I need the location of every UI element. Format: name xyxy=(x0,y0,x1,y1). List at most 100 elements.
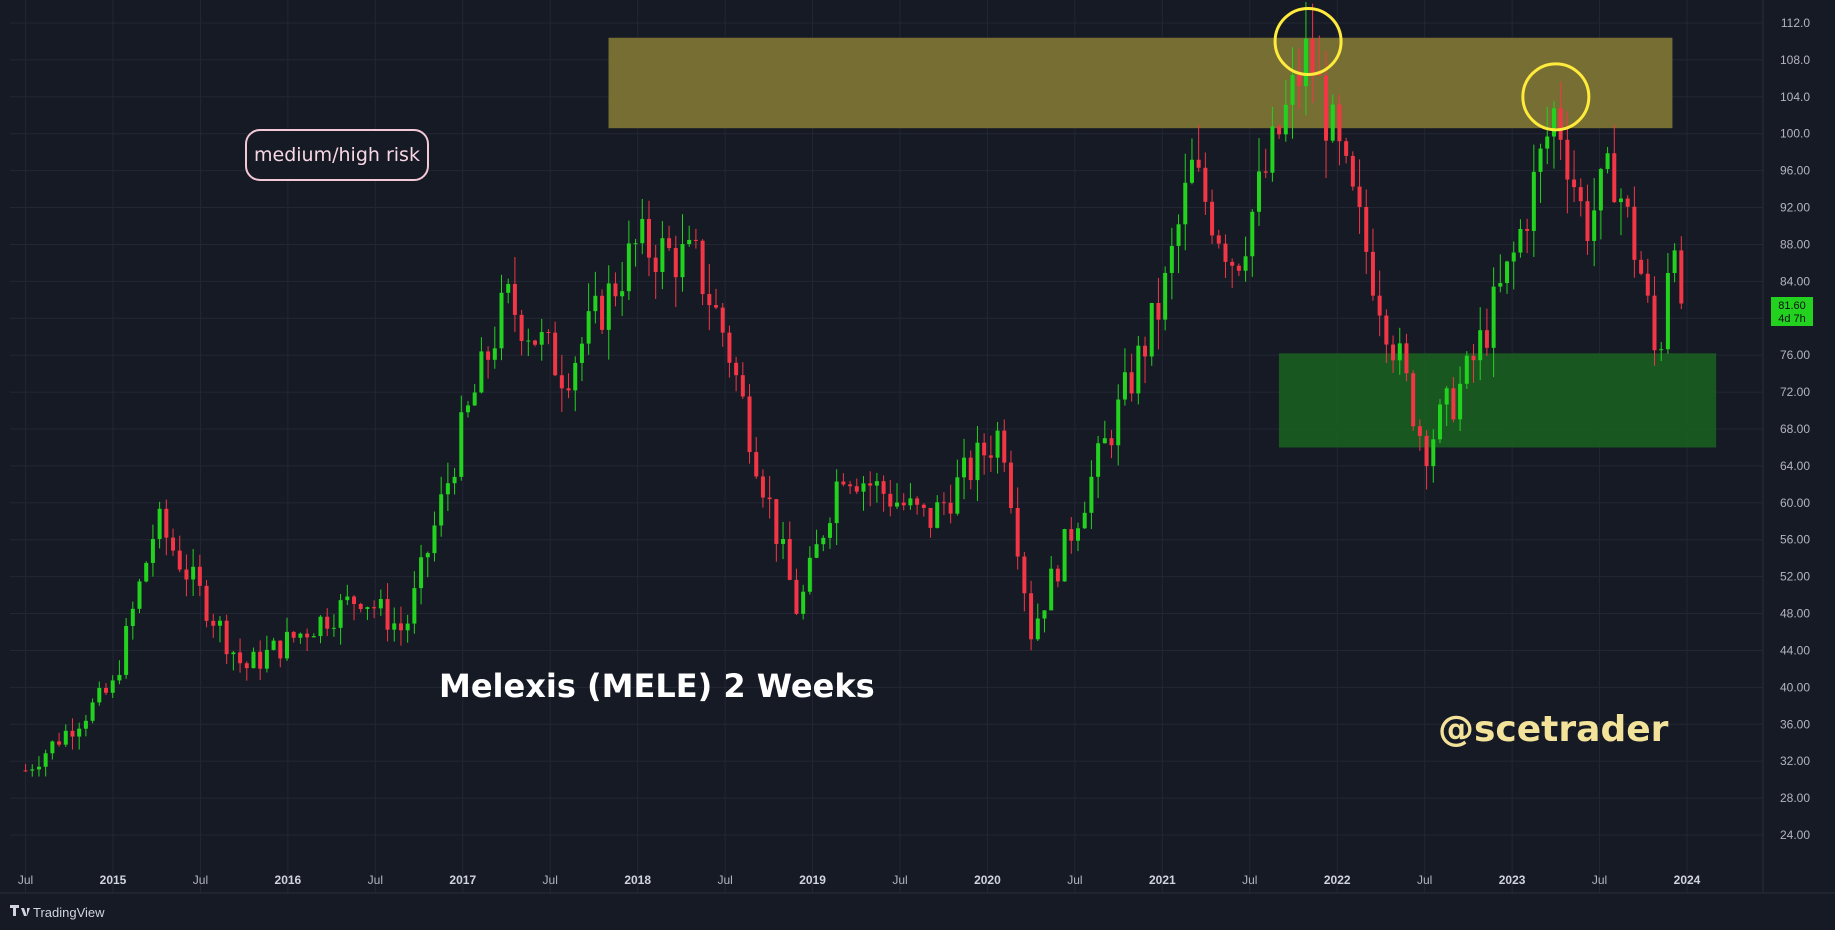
candle-down xyxy=(646,218,651,258)
candle-up xyxy=(452,476,457,484)
y-tick-label: 72.00 xyxy=(1780,385,1810,399)
x-tick-label: Jul xyxy=(1242,873,1257,887)
y-tick-label: 28.00 xyxy=(1780,791,1810,805)
candle-up xyxy=(955,477,960,514)
x-tick-label: 2015 xyxy=(100,873,127,887)
candle-up xyxy=(1089,476,1094,513)
y-tick-label: 92.00 xyxy=(1780,201,1810,215)
candles xyxy=(23,2,1684,777)
candle-down xyxy=(372,607,377,609)
x-tick-label: 2023 xyxy=(1499,873,1526,887)
candle-up xyxy=(908,498,913,506)
candle-down xyxy=(1008,462,1013,508)
candle-down xyxy=(1679,250,1684,304)
candle-down xyxy=(1370,251,1375,296)
candle-down xyxy=(1129,372,1134,394)
candle-up xyxy=(231,652,236,655)
candle-up xyxy=(895,502,900,507)
candle-up xyxy=(1598,169,1603,211)
candle-down xyxy=(385,599,390,630)
candle-down xyxy=(787,539,792,580)
candle-up xyxy=(1042,610,1047,619)
candle-down xyxy=(754,452,759,477)
candle-down xyxy=(1357,186,1362,207)
candle-down xyxy=(70,730,75,737)
candle-up xyxy=(1136,345,1141,394)
x-tick-label: Jul xyxy=(193,873,208,887)
candle-up xyxy=(43,753,48,767)
candle-up xyxy=(962,457,967,478)
candle-down xyxy=(1236,265,1241,271)
y-tick-label: 56.00 xyxy=(1780,533,1810,547)
candle-up xyxy=(36,766,41,770)
candle-up xyxy=(680,244,685,278)
candle-up xyxy=(1082,512,1087,529)
y-tick-label: 112.0 xyxy=(1781,16,1810,30)
time-axis[interactable]: Jul 2015 Jul 2016 Jul 2017 Jul 2018 Jul 2019 Jul 20… xyxy=(18,873,1701,887)
candle-up xyxy=(338,600,343,628)
candle-down xyxy=(224,620,229,655)
tradingview-logo[interactable]: TradingView xyxy=(10,905,105,920)
candle-up xyxy=(827,523,832,538)
candle-down xyxy=(854,486,859,492)
candle-up xyxy=(117,674,122,681)
x-tick-label: 2020 xyxy=(974,873,1001,887)
candle-down xyxy=(1002,430,1007,463)
last-price-tag: 81.60 4d 7h xyxy=(1771,297,1813,326)
candle-up xyxy=(1290,75,1295,105)
candle-down xyxy=(1277,126,1282,135)
candle-up xyxy=(1505,261,1510,284)
candle-down xyxy=(1377,295,1382,316)
candle-down xyxy=(1391,344,1396,361)
candle-up xyxy=(1102,438,1107,444)
candle-down xyxy=(1558,108,1563,140)
y-tick-label: 104.0 xyxy=(1780,90,1810,104)
candle-up xyxy=(1076,528,1081,541)
candle-down xyxy=(211,620,216,626)
candle-down xyxy=(238,652,243,664)
candle-up xyxy=(419,557,424,589)
candle-up xyxy=(298,633,303,638)
candle-down xyxy=(1344,141,1349,156)
candle-down xyxy=(352,596,357,604)
candle-down xyxy=(1652,295,1657,351)
y-tick-label: 100.0 xyxy=(1780,127,1810,141)
candle-up xyxy=(137,581,142,609)
candle-up xyxy=(1189,159,1194,183)
candle-up xyxy=(1250,211,1255,257)
price-axis[interactable]: 112.0 108.0 104.0 100.0 96.00 92.00 88.00 84.00… xyxy=(1780,16,1810,842)
candle-up xyxy=(1538,148,1543,172)
candle-down xyxy=(1404,343,1409,374)
candle-up xyxy=(97,687,102,703)
candle-down xyxy=(1324,75,1329,141)
y-tick-label: 36.00 xyxy=(1780,717,1810,731)
candle-down xyxy=(848,484,853,487)
candle-up xyxy=(63,730,68,745)
candle-down xyxy=(1645,273,1650,296)
candle-down xyxy=(1310,38,1315,74)
candle-up xyxy=(378,599,383,609)
risk-annotation[interactable]: medium/high risk xyxy=(245,129,429,181)
candle-down xyxy=(747,396,752,453)
candle-down xyxy=(1471,355,1476,361)
candle-down xyxy=(1572,179,1577,188)
y-tick-label: 52.00 xyxy=(1780,570,1810,584)
candle-up xyxy=(124,625,129,675)
author-watermark: @scetrader xyxy=(1438,709,1669,750)
candle-up xyxy=(405,623,410,631)
candle-down xyxy=(23,770,28,772)
y-tick-label: 60.00 xyxy=(1780,496,1810,510)
brand-label: TradingView xyxy=(33,905,105,920)
peak-circle xyxy=(1273,6,1343,76)
candle-down xyxy=(734,362,739,376)
candle-down xyxy=(982,442,987,456)
x-tick-label: Jul xyxy=(717,873,732,887)
candle-up xyxy=(465,405,470,413)
candle-up xyxy=(271,640,276,650)
candle-up xyxy=(459,412,464,477)
candle-down xyxy=(653,257,658,272)
candle-down xyxy=(171,537,176,551)
candle-up xyxy=(1062,529,1067,582)
candle-up xyxy=(995,430,1000,458)
